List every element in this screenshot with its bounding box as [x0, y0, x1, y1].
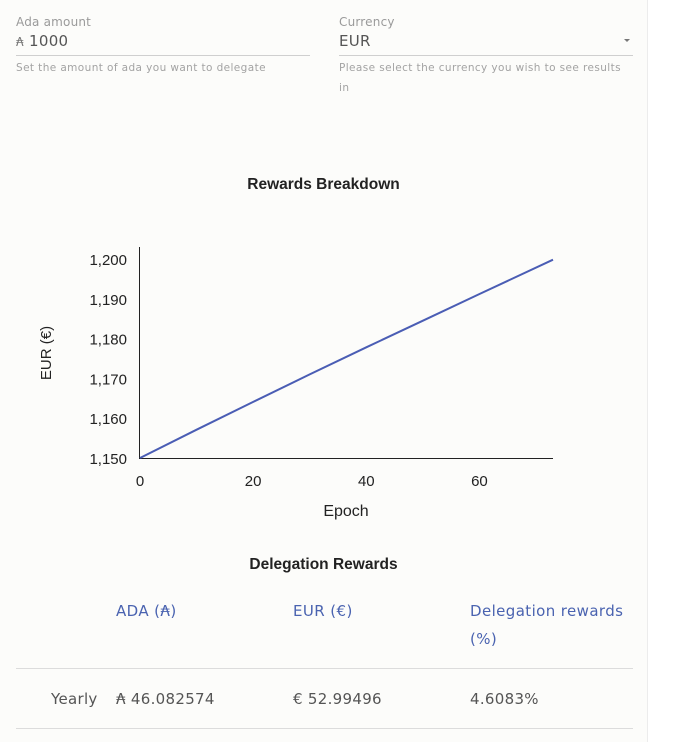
x-tick-label: 40 — [358, 473, 375, 490]
calculator-panel: Ada amount ₳ 1000 Set the amount of ada … — [16, 0, 648, 742]
y-tick-label: 1,170 — [89, 371, 127, 388]
y-tick-label: 1,150 — [89, 451, 127, 468]
rewards-chart: 1,150 1,160 1,170 1,180 1,190 1,200 0 20 40 60 E… — [38, 247, 554, 520]
x-tick-label: 60 — [471, 473, 488, 490]
column-header-delegation-rewards: Delegation rewards (%) — [470, 602, 624, 648]
column-header-ada: ADA (₳) — [116, 602, 177, 620]
row-percent-value: 4.6083% — [470, 690, 539, 708]
ada-amount-input[interactable]: ₳ 1000 — [16, 32, 68, 50]
column-header-eur: EUR (€) — [293, 602, 353, 620]
x-tick-label: 0 — [136, 473, 144, 490]
currency-underline — [339, 55, 633, 56]
chevron-down-icon[interactable] — [624, 39, 630, 42]
x-tick-label: 20 — [245, 473, 262, 490]
y-tick-label: 1,200 — [89, 252, 127, 269]
row-ada-value: ₳ 46.082574 — [116, 690, 215, 708]
currency-help: Please select the currency you wish to s… — [339, 62, 621, 94]
row-eur-value: € 52.99496 — [293, 690, 382, 708]
y-tick-label: 1,190 — [89, 292, 127, 309]
series-line — [139, 258, 554, 459]
ada-amount-underline — [16, 55, 310, 56]
ada-symbol-icon: ₳ — [16, 35, 24, 49]
x-axis-label: Epoch — [323, 503, 368, 520]
currency-value: EUR — [339, 32, 371, 50]
table-row-divider — [16, 728, 633, 729]
y-tick-label: 1,180 — [89, 332, 127, 349]
ada-amount-value: 1000 — [29, 32, 69, 50]
currency-label: Currency — [339, 15, 395, 29]
y-tick-label: 1,160 — [89, 411, 127, 428]
ada-amount-help: Set the amount of ada you want to delega… — [16, 62, 266, 74]
row-period-label: Yearly — [51, 690, 98, 708]
chart-title: Rewards Breakdown — [247, 176, 400, 193]
y-axis-label: EUR (€) — [38, 326, 55, 380]
table-header-divider — [16, 668, 633, 669]
delegation-rewards-title: Delegation Rewards — [249, 556, 398, 573]
ada-amount-label: Ada amount — [16, 15, 92, 29]
